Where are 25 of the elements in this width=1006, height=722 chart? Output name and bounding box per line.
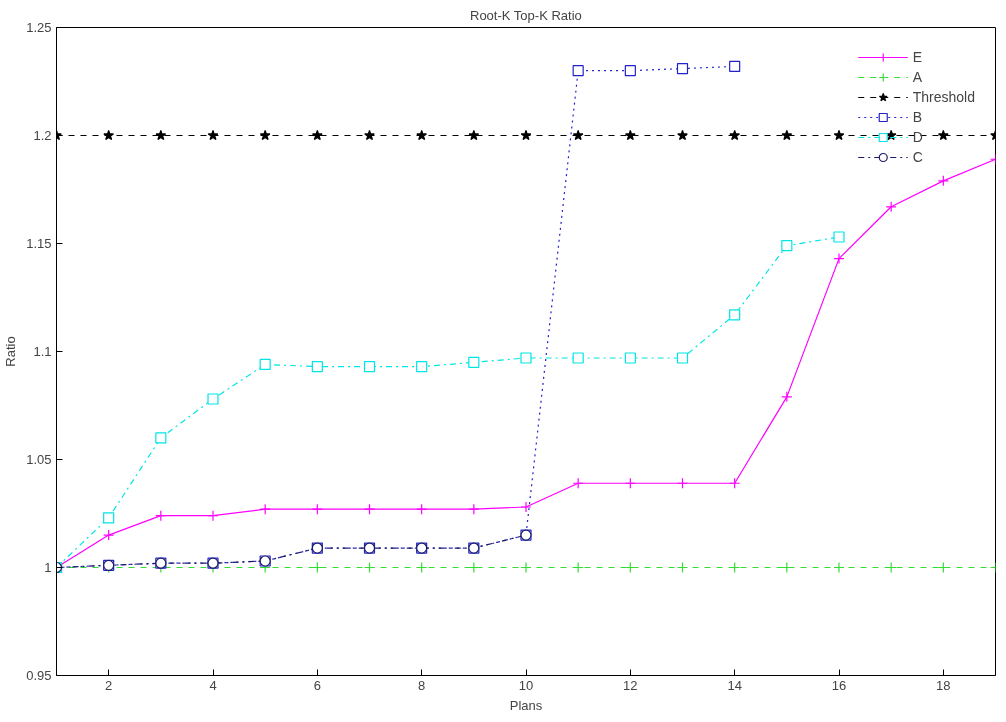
legend-label: C: [912, 149, 924, 165]
y-tick-label: 1.15: [26, 236, 52, 251]
x-tick-label: 18: [936, 677, 951, 693]
legend-label: Threshold: [912, 89, 975, 105]
legend-label: B: [912, 109, 924, 125]
x-tick-label: 10: [518, 677, 534, 693]
x-tick-label: 4: [209, 677, 217, 693]
legend-label: A: [912, 69, 924, 85]
x-tick-label: 8: [418, 677, 426, 693]
legend-label: E: [912, 49, 924, 65]
x-tick-label: 2: [105, 677, 113, 693]
x-tick-label: 12: [623, 677, 638, 693]
x-tick-label: 6: [313, 677, 321, 693]
y-tick-label: 1.2: [33, 128, 52, 143]
x-axis-title: Plans: [509, 697, 543, 713]
y-tick-label: 1.05: [26, 452, 52, 467]
chart-title: Root-K Top-K Ratio: [470, 7, 582, 23]
x-tick-label: 14: [727, 677, 742, 693]
y-tick-label: 1: [44, 560, 52, 575]
y-tick-label: 1.1: [33, 344, 52, 359]
legend-label: D: [912, 129, 924, 145]
y-tick-label: 1.25: [26, 20, 52, 35]
y-axis-title: Ratio: [3, 336, 19, 367]
y-tick-label: 0.95: [26, 668, 52, 683]
x-tick-label: 16: [831, 677, 847, 693]
